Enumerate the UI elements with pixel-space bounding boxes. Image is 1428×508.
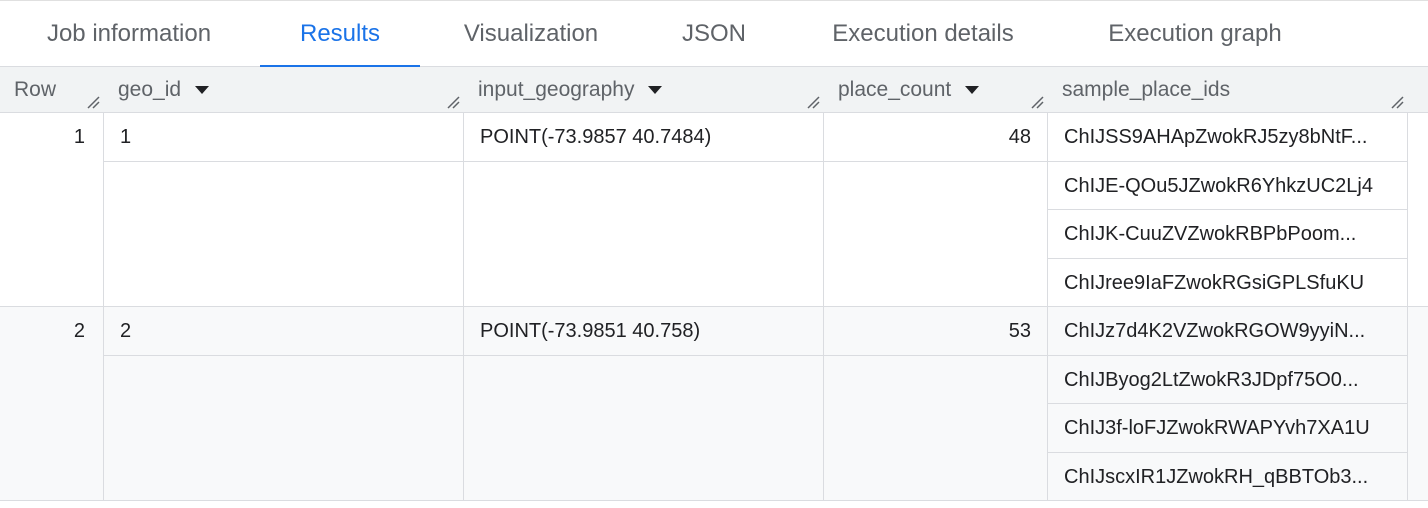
geo-id-cell: 2 xyxy=(104,307,464,501)
cell-value[interactable]: 48 xyxy=(824,113,1047,162)
tab-results[interactable]: Results xyxy=(260,1,420,69)
input-geography-cell: POINT(-73.9857 40.7484) xyxy=(464,113,824,307)
table-row: 2 2 POINT(-73.9851 40.758) 53 ChIJz7d4K2… xyxy=(0,307,1428,501)
header-label: input_geography xyxy=(478,78,635,101)
resize-handle-icon[interactable] xyxy=(446,95,460,109)
cell-value[interactable]: POINT(-73.9857 40.7484) xyxy=(464,113,823,162)
input-geography-cell: POINT(-73.9851 40.758) xyxy=(464,307,824,501)
resize-handle-icon[interactable] xyxy=(1390,95,1404,109)
array-item[interactable]: ChIJ3f-loFJZwokRWAPYvh7XA1U xyxy=(1048,404,1407,453)
cell-value[interactable]: 53 xyxy=(824,307,1047,356)
place-count-cell: 53 xyxy=(824,307,1048,501)
sort-dropdown-icon[interactable] xyxy=(195,86,210,95)
header-label: geo_id xyxy=(118,78,182,101)
header-input-geography[interactable]: input_geography xyxy=(464,67,824,113)
array-item[interactable]: ChIJE-QOu5JZwokR6YhkzUC2Lj4 xyxy=(1048,162,1407,210)
array-item[interactable]: ChIJscxIR1JZwokRH_qBBTOb3... xyxy=(1064,465,1369,488)
array-item[interactable]: ChIJree9IaFZwokRGsiGPLSfuKU xyxy=(1064,271,1365,294)
sample-place-ids-cell: ChIJz7d4K2VZwokRGOW9yyiN... ChIJByog2LtZ… xyxy=(1048,307,1408,501)
header-place-count[interactable]: place_count xyxy=(824,67,1048,113)
table-header: Row geo_id input_geography place_count s… xyxy=(0,67,1428,113)
cell-value[interactable]: 1 xyxy=(104,113,463,162)
tab-json[interactable]: JSON xyxy=(681,20,746,47)
table-row: 1 1 POINT(-73.9857 40.7484) 48 ChIJSS9AH… xyxy=(0,113,1428,307)
geo-id-cell: 1 xyxy=(104,113,464,307)
row-number: 1 xyxy=(0,113,104,307)
array-item[interactable]: ChIJSS9AHApZwokRJ5zy8bNtF... xyxy=(1048,113,1407,162)
array-item[interactable]: ChIJz7d4K2VZwokRGOW9yyiN... xyxy=(1048,307,1407,356)
header-label: sample_place_ids xyxy=(1062,78,1231,101)
row-number: 2 xyxy=(0,307,104,501)
tab-bar: Job information Results Visualization JS… xyxy=(0,0,1428,69)
tab-execution-graph[interactable]: Execution graph xyxy=(1108,20,1282,47)
resize-handle-icon[interactable] xyxy=(1030,95,1044,109)
sort-dropdown-icon[interactable] xyxy=(648,86,663,95)
sample-place-ids-cell: ChIJSS9AHApZwokRJ5zy8bNtF... ChIJE-QOu5J… xyxy=(1048,113,1408,307)
resize-handle-icon[interactable] xyxy=(806,95,820,109)
header-label: place_count xyxy=(838,78,952,101)
place-count-cell: 48 xyxy=(824,113,1048,307)
tab-visualization[interactable]: Visualization xyxy=(463,20,599,47)
tab-execution-details[interactable]: Execution details xyxy=(832,20,1014,47)
header-row: Row xyxy=(0,67,104,113)
sort-dropdown-icon[interactable] xyxy=(965,86,980,95)
array-item[interactable]: ChIJK-CuuZVZwokRBPbPoom... xyxy=(1048,210,1407,259)
header-sample-place-ids[interactable]: sample_place_ids xyxy=(1048,67,1408,113)
cell-value[interactable]: POINT(-73.9851 40.758) xyxy=(464,307,823,356)
header-geo-id[interactable]: geo_id xyxy=(104,67,464,113)
tab-job-information[interactable]: Job information xyxy=(46,20,212,47)
header-label: Row xyxy=(14,78,57,101)
array-item[interactable]: ChIJByog2LtZwokR3JDpf75O0... xyxy=(1048,356,1407,404)
cell-value[interactable]: 2 xyxy=(104,307,463,356)
resize-handle-icon[interactable] xyxy=(86,95,100,109)
